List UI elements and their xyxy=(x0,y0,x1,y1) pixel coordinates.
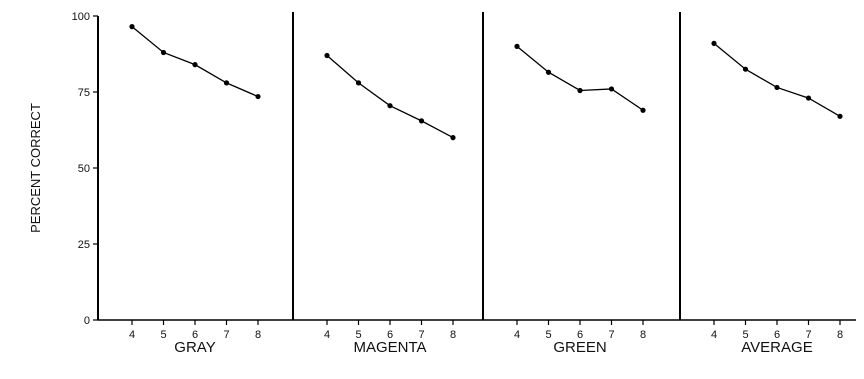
data-point-magenta-4 xyxy=(324,52,330,59)
series-line-average xyxy=(713,42,841,117)
x-tick-label-average-6: 6 xyxy=(774,329,780,341)
x-tick-label-magenta-5: 5 xyxy=(355,329,361,341)
axis-layer: PERCENT CORRECT 0 25 50 75 100 xyxy=(28,11,856,327)
panel-label-green: GREEN xyxy=(553,339,606,356)
panel-label-magenta: MAGENTA xyxy=(353,339,426,356)
y-tick-label-100: 100 xyxy=(72,11,90,23)
data-point-gray-6 xyxy=(192,62,198,68)
data-point-gray-4 xyxy=(129,24,135,30)
data-point-average-6 xyxy=(774,84,780,91)
x-tick-label-green-4: 4 xyxy=(514,329,520,341)
x-tick-label-gray-7: 7 xyxy=(223,329,229,341)
panel-label-average: AVERAGE xyxy=(741,339,812,356)
panel-average: 4 5 6 7 8 AVERAGE xyxy=(679,12,843,356)
y-tick-label-50: 50 xyxy=(78,163,90,175)
data-point-average-8 xyxy=(837,113,843,119)
data-point-green-5 xyxy=(545,69,552,75)
data-point-average-4 xyxy=(711,40,717,46)
x-tick-label-green-8: 8 xyxy=(640,329,646,341)
x-tick-label-green-6: 6 xyxy=(577,329,583,341)
data-point-green-7 xyxy=(608,86,615,92)
panel-green: 4 5 6 7 8 GREEN xyxy=(482,12,646,356)
panel-magenta: 4 5 6 7 8 MAGENTA xyxy=(292,12,456,356)
x-tick-label-magenta-8: 8 xyxy=(450,329,456,341)
x-tick-label-gray-5: 5 xyxy=(160,329,166,341)
x-tick-label-magenta-7: 7 xyxy=(418,329,424,341)
data-point-gray-5 xyxy=(160,49,167,56)
data-point-green-4 xyxy=(514,43,520,50)
x-tick-label-magenta-6: 6 xyxy=(387,329,393,341)
x-tick-label-gray-4: 4 xyxy=(129,329,135,341)
x-tick-label-average-7: 7 xyxy=(805,329,811,341)
y-tick-label-0: 0 xyxy=(84,315,90,327)
data-point-gray-7 xyxy=(223,80,230,86)
panel-label-gray: GRAY xyxy=(174,339,215,356)
x-tick-label-magenta-4: 4 xyxy=(324,329,330,341)
y-axis-title: PERCENT CORRECT xyxy=(28,103,43,233)
data-point-green-8 xyxy=(640,107,646,113)
x-tick-label-gray-8: 8 xyxy=(255,329,261,341)
x-tick-label-average-5: 5 xyxy=(742,329,748,341)
y-tick-label-25: 25 xyxy=(78,239,90,251)
panel-gray: 4 5 6 7 8 GRAY xyxy=(129,24,261,356)
x-tick-label-green-7: 7 xyxy=(608,329,614,341)
data-point-magenta-7 xyxy=(418,118,425,124)
data-point-magenta-8 xyxy=(450,135,456,141)
x-tick-label-average-4: 4 xyxy=(711,329,717,341)
data-point-gray-8 xyxy=(255,93,261,100)
y-tick-label-75: 75 xyxy=(78,87,90,99)
series-line-green xyxy=(516,45,644,111)
data-point-magenta-6 xyxy=(387,103,393,109)
data-point-magenta-5 xyxy=(355,80,362,86)
series-line-gray xyxy=(131,26,259,98)
data-point-average-5 xyxy=(742,66,749,72)
data-point-average-7 xyxy=(805,95,812,101)
data-point-green-6 xyxy=(577,87,583,94)
x-tick-label-gray-6: 6 xyxy=(192,329,198,341)
panels-layer: 4 5 6 7 8 GRAY 4 5 6 7 8 MAGENTA 4 5 6 7 8 GREEN 4 5 6 7 8 AVER… xyxy=(129,12,843,356)
series-line-magenta xyxy=(326,55,454,139)
x-tick-label-green-5: 5 xyxy=(545,329,551,341)
x-tick-label-average-8: 8 xyxy=(837,329,843,341)
